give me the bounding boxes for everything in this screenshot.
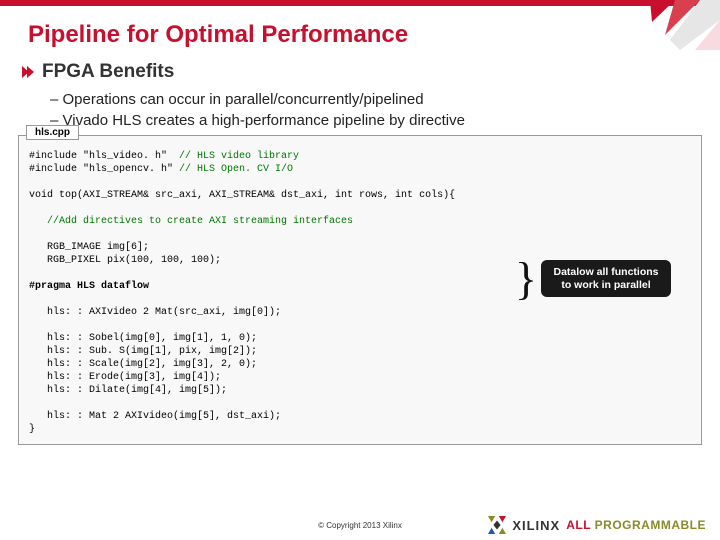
top-accent-bar [0, 0, 720, 6]
bullet-item: – Vivado HLS creates a high-performance … [50, 112, 720, 129]
brand-xilinx: XILINX [512, 518, 560, 533]
file-tab: hls.cpp [26, 125, 79, 140]
brand-prog: PROGRAMMABLE [595, 518, 706, 532]
code: #include "hls_opencv. h" [29, 164, 173, 175]
bullet-list: – Operations can occur in parallel/concu… [50, 91, 720, 129]
callout: } Datalow all functions to work in paral… [515, 260, 671, 297]
section-heading: FPGA Benefits [22, 61, 720, 83]
footer: © Copyright 2013 Xilinx XILINX ALL PROGR… [0, 516, 720, 534]
code: } [29, 423, 691, 436]
copyright: © Copyright 2013 Xilinx [318, 521, 402, 530]
footer-logo: XILINX ALL PROGRAMMABLE [488, 516, 706, 534]
code: hls: : Mat 2 AXIvideo(img[5], dst_axi); [29, 410, 691, 423]
code: hls: : Dilate(img[4], img[5]); [29, 384, 691, 397]
bullet-item: – Operations can occur in parallel/concu… [50, 91, 720, 108]
code-comment: // HLS Open. CV I/O [173, 164, 293, 175]
page-title: Pipeline for Optimal Performance [28, 21, 720, 49]
bracket-icon: } [515, 267, 537, 290]
code-box: #include "hls_video. h" // HLS video lib… [18, 135, 702, 445]
callout-box: Datalow all functions to work in paralle… [541, 260, 671, 297]
code: hls: : AXIvideo 2 Mat(src_axi, img[0]); [29, 306, 691, 319]
code: hls: : Sub. S(img[1], pix, img[2]); [29, 345, 691, 358]
brand-all: ALL [566, 518, 594, 532]
code: hls: : Erode(img[3], img[4]); [29, 371, 691, 384]
code-comment: // HLS video library [167, 151, 299, 162]
code-comment: //Add directives to create AXI streaming… [29, 215, 691, 228]
code: hls: : Scale(img[2], img[3], 2, 0); [29, 358, 691, 371]
code: #include "hls_video. h" [29, 151, 167, 162]
arrow-icon [22, 66, 36, 78]
code: RGB_IMAGE img[6]; [29, 241, 691, 254]
xilinx-logo-icon [488, 516, 506, 534]
code: hls: : Sobel(img[0], img[1], 1, 0); [29, 332, 691, 345]
section-heading-text: FPGA Benefits [42, 61, 174, 83]
corner-decoration [630, 0, 720, 50]
code-container: hls.cpp #include "hls_video. h" // HLS v… [18, 135, 702, 445]
brand-tagline: ALL PROGRAMMABLE [566, 518, 706, 532]
code: void top(AXI_STREAM& src_axi, AXI_STREAM… [29, 189, 691, 202]
